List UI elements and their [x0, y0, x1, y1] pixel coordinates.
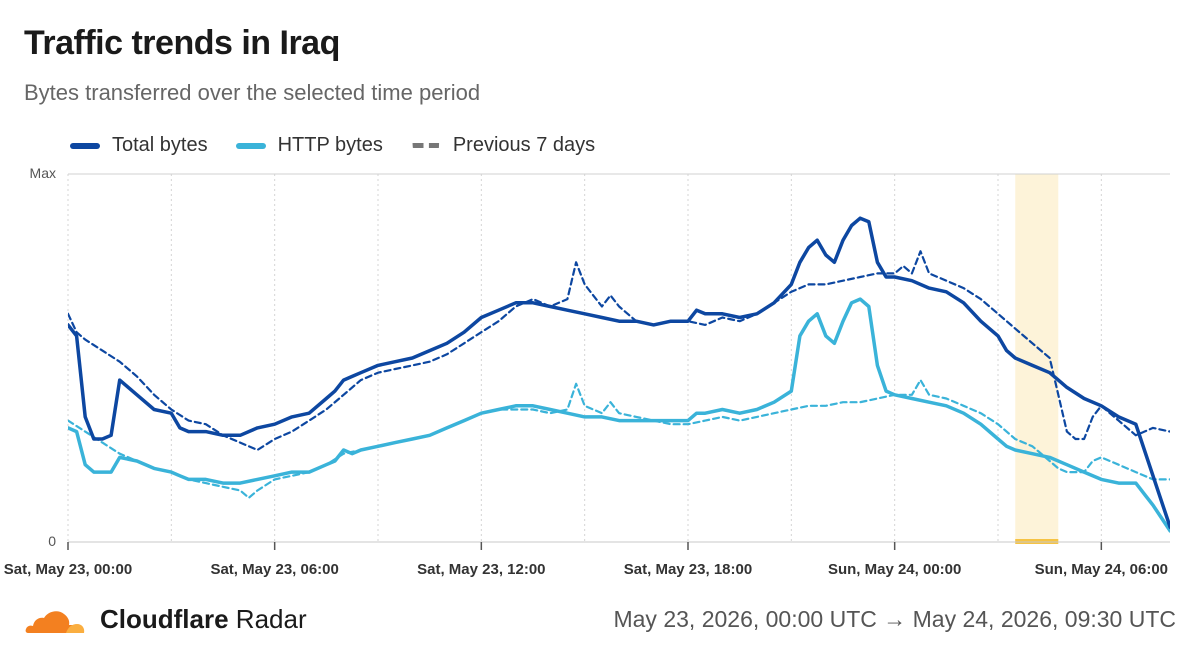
highlight-band [1015, 174, 1059, 542]
legend-swatch-http [235, 142, 266, 149]
series-total-line [68, 216, 1170, 530]
chart-title: Traffic trends in Iraq [24, 24, 340, 62]
legend-label-http: HTTP bytes [277, 134, 383, 156]
legend-swatch-previous [410, 143, 441, 148]
y-tick-label-zero: 0 [48, 533, 56, 549]
cloudflare-logo-icon [25, 610, 85, 633]
date-range: May 23, 2026, 00:00 UTC → May 24, 2026, … [613, 606, 1176, 632]
x-tick-label: Sat, May 23, 12:00 [417, 561, 545, 578]
y-tick-label-max: Max [30, 165, 56, 181]
brand-footer: Cloudflare Radar [24, 604, 307, 635]
series-previous-line [68, 250, 1170, 452]
chart-subtitle: Bytes transferred over the selected time… [24, 80, 481, 105]
x-tick-label: Sat, May 23, 06:00 [210, 561, 338, 578]
x-tick-label: Sat, May 23, 18:00 [624, 561, 752, 578]
chart-legend: Total bytes HTTP bytes Previous 7 days [70, 134, 595, 157]
x-tick-label: Sun, May 24, 00:00 [828, 561, 961, 578]
brand-name: Cloudflare Radar [100, 604, 307, 634]
x-tick-label: Sat, May 23, 00:00 [4, 561, 132, 578]
series-http-line [68, 297, 1170, 533]
legend-item-total[interactable]: Total bytes [70, 134, 208, 157]
traffic-chart: 0 Max Sat, May 23, 00:00 Sat, May 23, 06:00… [4, 165, 1170, 578]
legend-item-previous[interactable]: Previous 7 days [410, 134, 596, 157]
x-tick-label: Sun, May 24, 06:00 [1035, 561, 1168, 578]
legend-swatch-total [70, 142, 100, 149]
legend-label-previous: Previous 7 days [452, 134, 596, 156]
legend-item-http[interactable]: HTTP bytes [235, 134, 383, 157]
legend-label-total: Total bytes [112, 134, 208, 156]
